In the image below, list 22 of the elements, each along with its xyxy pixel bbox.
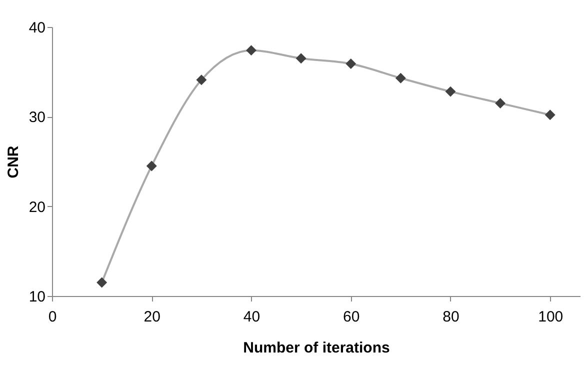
point xyxy=(246,45,256,56)
point xyxy=(544,110,556,120)
point xyxy=(395,72,406,84)
y-axis-title: CNR xyxy=(4,146,22,178)
x-tick-label: 60 xyxy=(343,308,360,326)
point xyxy=(495,98,506,108)
point xyxy=(346,58,356,70)
point xyxy=(445,86,456,97)
x-tick-label: 0 xyxy=(48,308,57,326)
x-tick-label: 20 xyxy=(144,308,160,326)
point xyxy=(96,277,108,288)
point xyxy=(296,53,306,64)
y-tick-label: 40 xyxy=(28,20,46,36)
point xyxy=(146,160,157,172)
x-tick-label: 40 xyxy=(243,308,260,326)
x-axis-title: Number of iterations xyxy=(243,340,390,356)
y-tick-label: 30 xyxy=(28,109,46,126)
x-tick-label: 80 xyxy=(442,308,460,326)
y-tick-label: 10 xyxy=(28,288,46,306)
x-tick-label: 100 xyxy=(538,308,564,326)
y-tick-label: 20 xyxy=(28,198,46,216)
point xyxy=(196,74,207,86)
